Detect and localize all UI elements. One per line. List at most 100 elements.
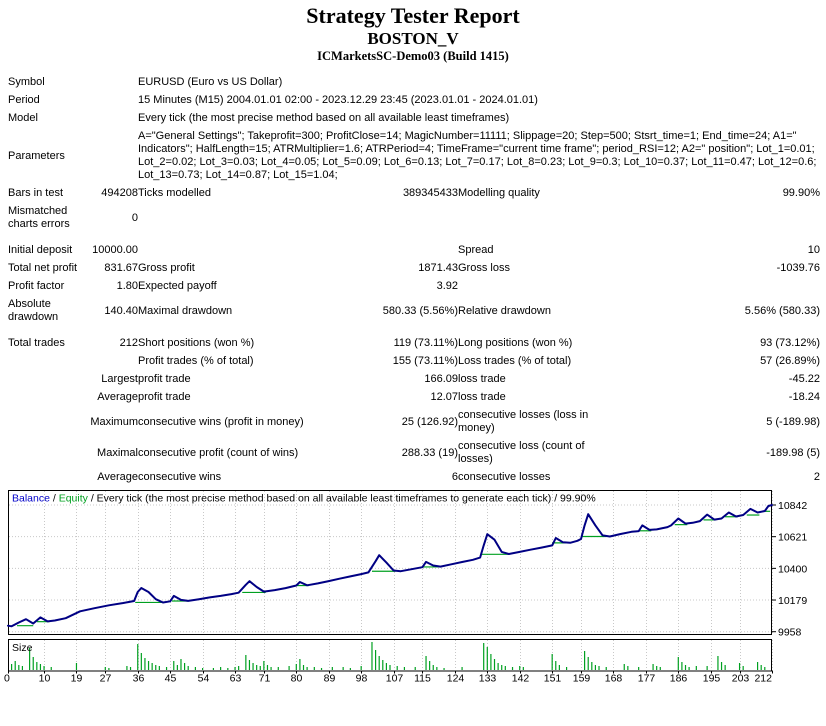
stat-value: 494208 (101, 187, 138, 199)
stat-label: Total trades (8, 337, 65, 349)
x-axis-label: 89 (324, 673, 336, 685)
stat-label: Ticks modelled (138, 187, 211, 199)
stat-label: loss trade (458, 373, 506, 385)
table-row: Absolute drawdown 140.40 Maximal drawdown 5… (8, 295, 820, 326)
stat-label: Mismatched charts errors (8, 205, 70, 230)
stat-label: consecutive wins (138, 471, 222, 483)
stat-label: consecutive profit (count of wins) (138, 446, 299, 459)
stat-label (8, 406, 88, 437)
stat-value: 119 (73.11%) (393, 337, 458, 349)
x-axis-label: 45 (165, 673, 177, 685)
stat-label: Total net profit (8, 262, 78, 274)
x-axis-label: 195 (703, 673, 721, 685)
row-value: EURUSD (Euro vs US Dollar) (138, 76, 283, 88)
legend-item: Every tick (the most precise method base… (97, 493, 596, 505)
stat-value: 25 (126.92) (401, 415, 458, 428)
y-axis-label: 10400 (778, 563, 807, 575)
x-axis-label: 10 (39, 673, 51, 685)
stat-label: Bars in test (8, 187, 64, 199)
table-row: Maximal consecutive profit (count of wins… (8, 437, 820, 468)
stat-label: consecutive losses (loss in money) (458, 409, 589, 434)
x-axis-label: 159 (573, 673, 591, 685)
stat-label: Maximal drawdown (138, 304, 233, 317)
report-title: Strategy Tester Report (306, 3, 520, 28)
row-label: Period (8, 94, 40, 106)
stat-label (458, 277, 613, 295)
x-axis-label: 27 (100, 673, 112, 685)
y-axis-label: 10621 (778, 532, 807, 544)
stat-label: profit trade (138, 373, 191, 385)
stat-label: Profit trades (% of total) (138, 355, 254, 367)
stat-value: 288.33 (19) (401, 446, 458, 459)
legend-item: / (50, 493, 59, 505)
stat-label: Initial deposit (8, 244, 73, 256)
table-row: Bars in test 494208 Ticks modelled 38934543… (8, 184, 820, 202)
stat-label: Short positions (won %) (138, 337, 255, 349)
x-axis-label: 115 (414, 673, 431, 685)
table-row: Symbol EURUSD (Euro vs US Dollar) (8, 73, 820, 91)
y-axis-label: 10179 (778, 595, 807, 607)
stat-value: 212 (119, 337, 138, 349)
stat-value: -1039.76 (776, 262, 820, 274)
stat-label: Profit factor (8, 280, 65, 292)
table-row: Mismatched charts errors 0 (8, 202, 820, 233)
report-table-body: Symbol EURUSD (Euro vs US Dollar) Period 15… (8, 73, 820, 486)
x-axis-label: 151 (544, 673, 562, 685)
x-axis-label: 212 (754, 673, 772, 685)
stat-value: Maximal (97, 446, 138, 459)
stat-label: Expected payoff (138, 280, 217, 292)
balance-line (7, 504, 773, 628)
stat-label: Absolute drawdown (8, 298, 59, 323)
x-axis-label: 98 (356, 673, 368, 685)
stat-label (138, 241, 313, 259)
legend-item: Equity (59, 493, 89, 505)
stat-label: Gross profit (138, 262, 195, 274)
stat-value (313, 241, 458, 259)
stat-value: 99.90% (782, 187, 820, 199)
stat-value: 2 (813, 471, 820, 483)
stat-value (613, 202, 820, 233)
row-value: 15 Minutes (M15) 2004.01.01 02:00 - 2023… (138, 94, 538, 106)
stat-label: consecutive loss (count of losses) (458, 440, 585, 465)
stat-label (8, 388, 88, 406)
table-row: Profit trades (% of total) 155 (73.11%) Lo… (8, 352, 820, 370)
table-row: Initial deposit 10000.00 Spread 10 (8, 241, 820, 259)
stat-value: 1871.43 (418, 262, 458, 274)
x-axis-label: 80 (291, 673, 303, 685)
server-build: ICMarketsSC-Demo03 (Build 1415) (317, 49, 509, 63)
stat-value: -18.24 (788, 391, 820, 403)
table-gap-row (8, 233, 820, 241)
stat-label: profit trade (138, 391, 191, 403)
stat-label: consecutive losses (458, 471, 551, 483)
stat-value: 6 (451, 471, 458, 483)
ea-name: BOSTON_V (367, 29, 459, 48)
size-panel-label: Size (12, 642, 33, 654)
report-header: Strategy Tester Report BOSTON_V ICMarket… (0, 0, 826, 64)
legend-item: / (88, 493, 97, 505)
stat-label (8, 352, 88, 370)
stat-value: 5 (-189.98) (766, 415, 820, 428)
row-value: A="General Settings"; Takeprofit=300; Pr… (138, 130, 817, 181)
x-axis-label: 142 (512, 673, 530, 685)
stat-label: Loss trades (% of total) (458, 355, 572, 367)
stat-value: -189.98 (5) (766, 446, 820, 459)
x-axis-label: 54 (198, 673, 210, 685)
stat-value: 10000.00 (92, 244, 138, 256)
stat-value: 0 (131, 211, 138, 224)
chart-legend: Balance / Equity / Every tick (the most … (12, 493, 596, 505)
table-row: Average consecutive wins 6 consecutive loss… (8, 468, 820, 486)
x-axis-label: 36 (133, 673, 145, 685)
row-label: Parameters (8, 149, 65, 162)
stat-value: 155 (73.11%) (392, 355, 458, 367)
x-axis-label: 63 (230, 673, 242, 685)
table-row: Parameters A="General Settings"; Takeprof… (8, 127, 820, 184)
stat-value: 10 (807, 244, 820, 256)
stat-value: 12.07 (430, 391, 458, 403)
stat-value: 389345433 (402, 187, 458, 199)
stat-value: 3.92 (436, 280, 458, 292)
stat-label (138, 202, 313, 233)
stat-value (88, 352, 138, 370)
table-row: Period 15 Minutes (M15) 2004.01.01 02:00 … (8, 91, 820, 109)
stat-value: Maximum (90, 415, 138, 428)
stat-label: Spread (458, 244, 494, 256)
